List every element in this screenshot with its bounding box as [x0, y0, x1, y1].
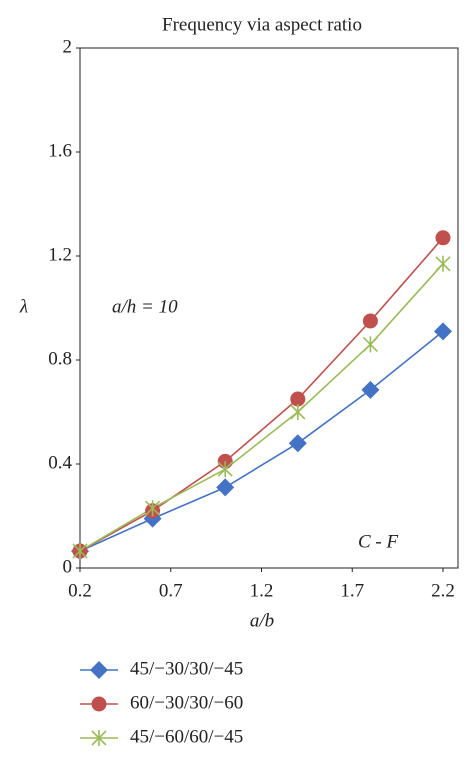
- series-line: [79, 237, 444, 552]
- y-axis-label: λ: [19, 296, 28, 317]
- chart-title: Frequency via aspect ratio: [162, 14, 362, 35]
- marker: [72, 543, 88, 560]
- marker: [362, 336, 378, 353]
- marker: [145, 500, 161, 517]
- marker: [361, 380, 380, 399]
- marker: [362, 313, 378, 329]
- y-tick-label: 0.8: [48, 348, 72, 369]
- y-tick-label: 1.6: [48, 140, 72, 161]
- marker: [434, 322, 452, 341]
- x-axis-label: a/b: [250, 610, 274, 631]
- x-tick-label: 1.7: [340, 580, 364, 601]
- legend-label: 45/−30/30/−45: [130, 658, 243, 679]
- marker: [435, 255, 451, 272]
- marker: [143, 509, 162, 528]
- series-line: [79, 330, 444, 552]
- legend-label: 45/−60/60/−45: [130, 726, 243, 747]
- legend-marker: [91, 730, 107, 746]
- legend-marker: [91, 696, 107, 712]
- x-tick-label: 2.2: [431, 580, 455, 601]
- legend-label: 60/−30/30/−60: [130, 692, 243, 713]
- y-tick-label: 1.2: [48, 244, 72, 265]
- marker: [288, 434, 307, 453]
- x-tick-label: 0.7: [159, 580, 183, 601]
- marker: [290, 391, 306, 407]
- y-tick-label: 2: [63, 36, 73, 57]
- marker: [216, 478, 235, 497]
- marker: [435, 230, 451, 246]
- marker: [290, 404, 306, 420]
- x-tick-label: 1.2: [250, 580, 274, 601]
- series-line: [79, 263, 444, 552]
- y-tick-label: 0.4: [48, 452, 72, 473]
- annotation: a/h = 10: [112, 296, 178, 317]
- x-tick-label: 0.2: [68, 580, 92, 601]
- annotation: C - F: [358, 531, 399, 552]
- y-tick-label: 0: [63, 556, 73, 577]
- marker: [217, 461, 233, 478]
- plot-frame: [79, 47, 459, 569]
- legend-marker: [90, 661, 108, 679]
